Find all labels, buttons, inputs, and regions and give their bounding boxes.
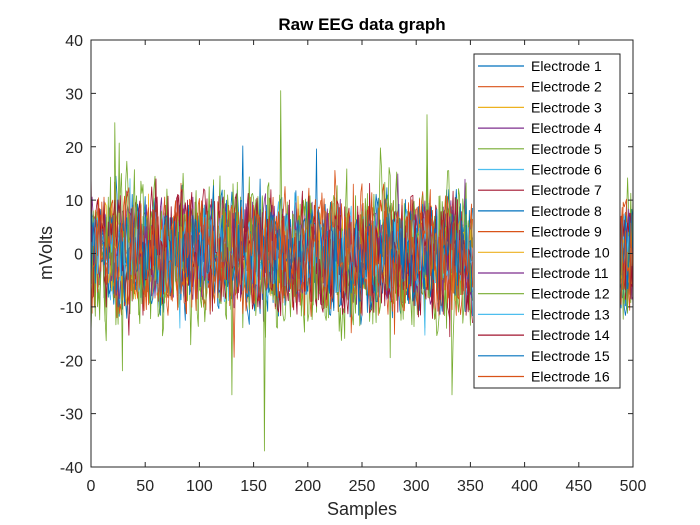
legend-entry: Electrode 8 [531,203,602,219]
legend-entry: Electrode 9 [531,224,602,240]
legend-entry: Electrode 16 [531,369,610,385]
x-tick-label: 200 [294,478,321,495]
legend-entry: Electrode 11 [531,265,609,281]
y-tick-label: -10 [60,300,83,317]
legend-entry: Electrode 5 [531,141,602,157]
y-tick-label: 0 [74,247,83,264]
legend-entry: Electrode 4 [531,120,602,136]
y-tick-label: 30 [65,86,83,103]
legend-entry: Electrode 15 [531,348,610,364]
x-tick-label: 350 [457,478,484,495]
plot-lines [90,90,634,452]
y-tick-label: 40 [65,33,83,50]
legend-entry: Electrode 10 [531,244,610,260]
legend-box [473,53,621,389]
series-16 [90,170,634,358]
legend-entry: Electrode 12 [531,286,610,302]
x-tick-label: 50 [136,478,154,495]
x-tick-label: 150 [240,478,267,495]
legend-entry: Electrode 7 [531,182,602,198]
y-axis-label: mVolts [36,226,56,280]
series-line [90,170,473,358]
y-tick-label: -20 [60,353,83,370]
x-tick-label: 300 [403,478,430,495]
legend-entry: Electrode 6 [531,162,602,178]
y-tick-label: 10 [65,193,83,210]
chart-title: Raw EEG data graph [278,15,445,34]
axis-tick-labels: 0 50 100 150 200 250 300 350 400 450 500403020100-… [60,33,647,495]
x-tick-label: 0 [87,478,96,495]
legend: Electrode 1 Electrode 2 Electrode 3 Electro… [473,53,621,389]
y-tick-label: -40 [60,460,83,477]
legend-entry: Electrode 1 [531,58,602,74]
legend-entry: Electrode 13 [531,306,610,322]
x-tick-label: 450 [565,478,592,495]
y-tick-label: 20 [65,140,83,157]
x-tick-label: 100 [186,478,213,495]
x-axis-label: Samples [327,499,397,519]
series-line [619,207,634,296]
legend-entry: Electrode 14 [531,327,610,343]
x-tick-label: 250 [349,478,376,495]
series-line [90,185,473,317]
axis-ticks [90,39,634,468]
legend-entry: Electrode 2 [531,79,602,95]
x-tick-label: 400 [511,478,538,495]
y-tick-label: -30 [60,407,83,424]
x-tick-label: 500 [620,478,647,495]
legend-entry: Electrode 3 [531,99,602,115]
